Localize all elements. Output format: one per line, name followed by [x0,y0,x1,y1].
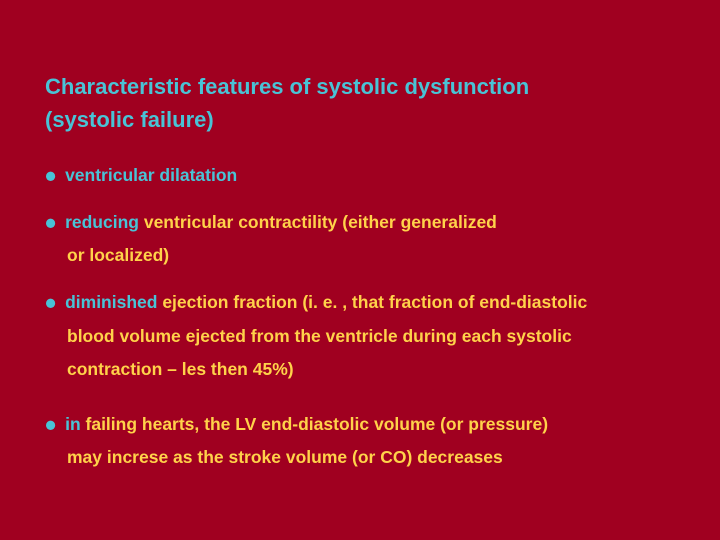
bullet-icon: • [45,294,56,313]
bullet-emph: ventricular dilatation [65,165,237,185]
bullet-cont: blood volume ejected from the ventricle … [45,323,675,350]
bullet-emph: reducing [65,212,139,232]
bullet-2: • reducing ventricular contractility (ei… [45,209,675,269]
bullet-cont: may increse as the stroke volume (or CO)… [45,444,675,471]
bullet-4: • in failing hearts, the LV end-diastoli… [45,411,675,471]
bullet-icon: • [45,214,56,233]
bullet-icon: • [45,167,56,186]
bullet-text: failing hearts, the LV end-diastolic vol… [81,414,548,434]
bullet-cont: or localized) [45,242,675,269]
bullet-cont: contraction – les then 45%) [45,356,675,383]
bullet-icon: • [45,416,56,435]
title-line1: Characteristic features of systolic dysf… [45,74,529,99]
bullet-1: • ventricular dilatation [45,162,675,189]
bullet-text: ventricular contractility (either genera… [139,212,497,232]
bullet-3: • diminished ejection fraction (i. e. , … [45,289,675,382]
title-line2: (systolic failure) [45,107,214,132]
slide-title: Characteristic features of systolic dysf… [45,70,675,136]
bullet-text: ejection fraction (i. e. , that fraction… [157,292,587,312]
bullet-emph: diminished [65,292,157,312]
bullet-emph: in [65,414,81,434]
